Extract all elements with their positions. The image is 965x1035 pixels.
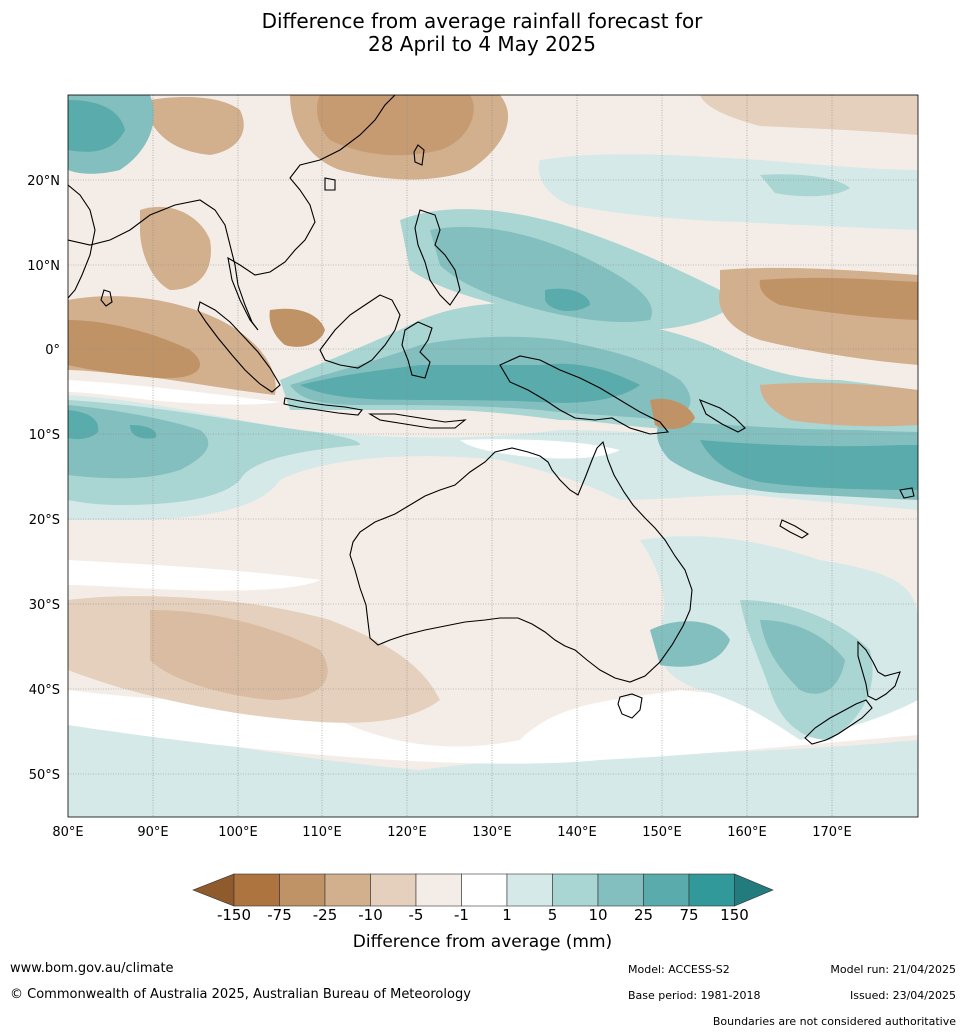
- graticule: [68, 95, 918, 817]
- new-caledonia-coastline: [779, 519, 810, 539]
- fiji-coastline: [899, 487, 915, 499]
- lon-label: 90°E: [137, 825, 168, 840]
- longitude-labels: 80°E 90°E 100°E 110°E 120°E 130°E 140°E …: [52, 825, 851, 840]
- lat-label: 10°S: [29, 428, 60, 443]
- latitude-labels: 20°N 10°N 0° 10°S 20°S 30°S 40°S 50°S: [27, 174, 60, 783]
- coastlines: [68, 95, 915, 745]
- title-line-1: Difference from average rainfall forecas…: [261, 9, 703, 33]
- issued-date: Issued: 23/04/2025: [849, 989, 956, 1002]
- sumatra-coastline: [197, 301, 281, 393]
- colorbar-tick: -150: [216, 906, 252, 924]
- southeast-asia-coastline: [68, 95, 396, 331]
- sulawesi-coastline: [401, 321, 433, 379]
- lon-label: 110°E: [302, 825, 342, 840]
- base-period: Base period: 1981-2018: [628, 989, 761, 1002]
- lon-label: 140°E: [557, 825, 597, 840]
- model-run-date: Model run: 21/04/2025: [830, 963, 956, 976]
- lon-label: 120°E: [387, 825, 427, 840]
- hainan-coastline: [324, 177, 336, 191]
- anomaly-shading: [68, 95, 918, 817]
- title-line-2: 28 April to 4 May 2025: [368, 32, 596, 56]
- chart-title: Difference from average rainfall forecas…: [0, 10, 965, 56]
- tasmania-coastline: [617, 693, 643, 719]
- colorbar-swatch: [370, 873, 417, 907]
- model-name: Model: ACCESS-S2: [628, 963, 730, 976]
- lat-label: 40°S: [29, 683, 60, 698]
- colorbar-tick: -25: [312, 906, 338, 924]
- colorbar-tick: 75: [679, 906, 699, 924]
- colorbar-tick: 150: [720, 906, 749, 924]
- colorbar-extend-low: [192, 873, 235, 907]
- colorbar-swatch: [643, 873, 690, 907]
- colorbar-title: Difference from average (mm): [352, 932, 613, 952]
- colorbar-tick: 5: [547, 906, 558, 924]
- lat-label: 20°S: [29, 513, 60, 528]
- lon-label: 150°E: [642, 825, 682, 840]
- colorbar-swatch: [552, 873, 599, 907]
- borneo-coastline: [319, 294, 401, 369]
- copyright-notice: © Commonwealth of Australia 2025, Austra…: [10, 987, 471, 1002]
- colorbar-tick: -1: [454, 906, 469, 924]
- colorbar-tick: 10: [588, 906, 608, 924]
- new-guinea-coastline: [499, 355, 670, 435]
- new-zealand-south-coastline: [804, 699, 873, 745]
- map-frame: [67, 94, 919, 818]
- lat-label: 0°: [45, 343, 60, 358]
- colorbar-swatch: [415, 873, 462, 907]
- lat-label: 20°N: [27, 174, 60, 189]
- lat-label: 50°S: [29, 768, 60, 783]
- solomon-islands-coastline: [698, 398, 746, 433]
- colorbar-swatch: [233, 873, 280, 907]
- lon-label: 130°E: [472, 825, 512, 840]
- colorbar-swatch: [688, 873, 735, 907]
- colorbar: [192, 873, 774, 907]
- website-link[interactable]: www.bom.gov.au/climate: [10, 961, 174, 976]
- lon-label: 80°E: [52, 825, 83, 840]
- colorbar-tick: -75: [267, 906, 292, 924]
- lesser-sunda-coastline: [368, 413, 467, 429]
- colorbar-tick: 1: [502, 906, 512, 924]
- boundary-disclaimer: Boundaries are not considered authoritat…: [712, 1015, 956, 1028]
- colorbar-swatch: [597, 873, 644, 907]
- colorbar-tick: -5: [408, 906, 424, 924]
- colorbar-swatch: [461, 873, 508, 907]
- taiwan-coastline: [413, 144, 425, 166]
- colorbar-tick: -10: [358, 906, 383, 924]
- lat-label: 10°N: [27, 259, 60, 274]
- colorbar-swatch: [506, 873, 553, 907]
- australia-coastline: [349, 440, 693, 683]
- colorbar-tick: 25: [633, 906, 654, 924]
- new-zealand-north-coastline: [857, 640, 901, 701]
- philippines-coastline: [414, 209, 461, 306]
- lon-label: 100°E: [218, 825, 258, 840]
- lat-label: 30°S: [29, 598, 60, 613]
- java-coastline: [283, 397, 364, 416]
- lon-label: 170°E: [812, 825, 852, 840]
- india-coastline: [68, 184, 96, 299]
- lon-label: 160°E: [727, 825, 767, 840]
- colorbar-swatch: [324, 873, 371, 907]
- colorbar-swatch: [279, 873, 326, 907]
- colorbar-extend-high: [734, 873, 774, 907]
- sri-lanka-coastline: [100, 289, 113, 307]
